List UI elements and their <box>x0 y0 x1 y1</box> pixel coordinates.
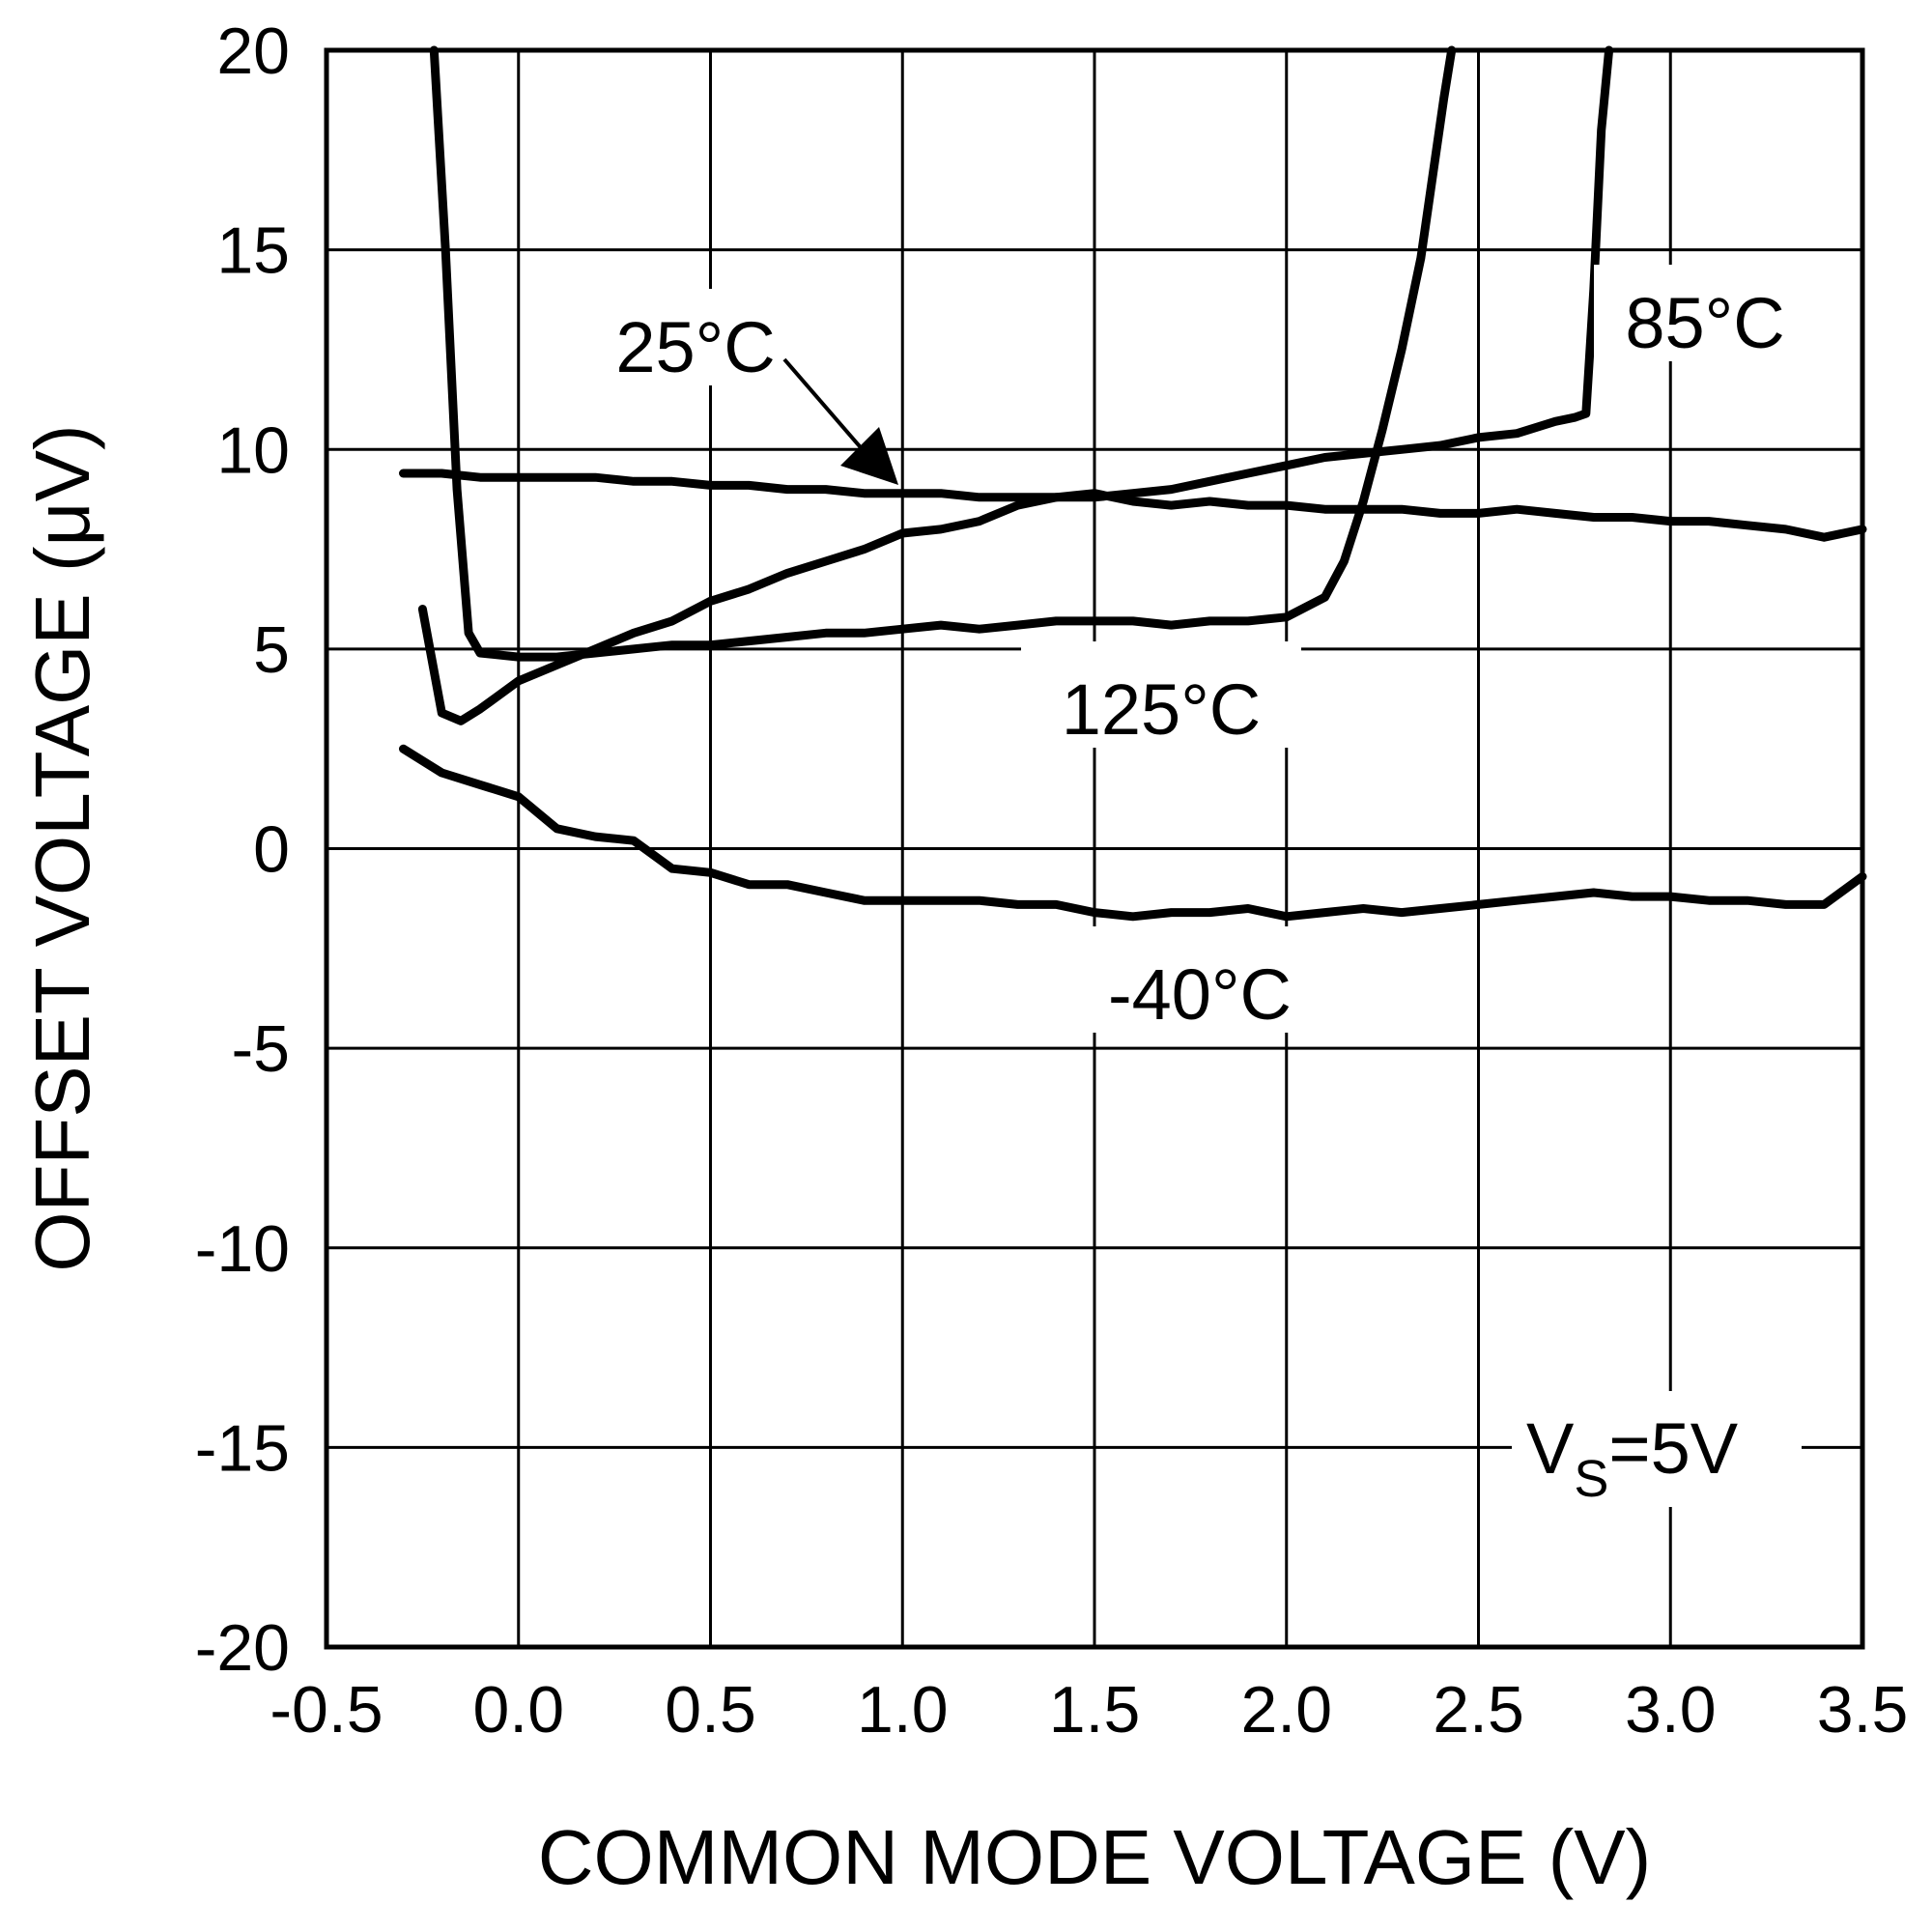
y-tick-labels: 20 15 10 5 0 -5 -10 -15 -20 <box>195 14 290 1685</box>
y-axis-title: OFFSET VOLTAGE (μV) <box>19 424 105 1271</box>
x-axis-title: COMMON MODE VOLTAGE (V) <box>538 1814 1652 1900</box>
arrow-head-25c <box>840 427 898 485</box>
annotation-layer: 25°C 85°C 125°C -40°C VS=5V <box>580 265 1816 1508</box>
x-tick-label-5: 2.0 <box>1240 1673 1332 1747</box>
series-label-t85: 85°C <box>1625 283 1784 363</box>
series-line-t125 <box>429 45 1457 662</box>
series-line-t85 <box>417 45 1614 725</box>
vs-label-bg <box>1512 1391 1802 1507</box>
x-tick-label-8: 3.5 <box>1817 1673 1909 1747</box>
label-bg-t25 <box>580 289 811 385</box>
plot-frame <box>324 47 1865 1650</box>
supply-voltage-label: VS=5V <box>1526 1408 1739 1508</box>
x-tick-label-3: 1.0 <box>857 1673 949 1747</box>
vs-main: V <box>1526 1408 1575 1489</box>
series-label-t25: 25°C <box>615 307 775 387</box>
y-tick-label-0: 20 <box>216 14 290 88</box>
arrow-line-25c <box>782 357 873 462</box>
y-tick-label-7: -15 <box>195 1411 290 1485</box>
label-bg-tm40 <box>1060 926 1340 1033</box>
label-bg-t85 <box>1594 265 1816 361</box>
x-tick-label-7: 3.0 <box>1625 1673 1717 1747</box>
y-tick-label-1: 15 <box>216 214 290 288</box>
x-tick-label-0: -0.5 <box>270 1673 383 1747</box>
x-tick-label-1: 0.0 <box>472 1673 564 1747</box>
y-tick-label-5: -5 <box>232 1012 290 1086</box>
label-bg-t125 <box>1021 641 1301 748</box>
y-tick-label-4: 0 <box>253 813 290 887</box>
y-tick-label-3: 5 <box>253 613 290 687</box>
vs-subscript: S <box>1574 1450 1608 1508</box>
vs-value: =5V <box>1608 1408 1738 1489</box>
y-tick-label-8: -20 <box>195 1611 290 1685</box>
series-label-t125: 125°C <box>1062 669 1262 750</box>
series-line-tm40 <box>399 744 1867 922</box>
series-layer <box>399 45 1867 922</box>
x-tick-label-2: 0.5 <box>665 1673 756 1747</box>
x-tick-labels: -0.5 0.0 0.5 1.0 1.5 2.0 2.5 3.0 3.5 <box>270 1673 1908 1747</box>
series-line-t25 <box>399 469 1867 542</box>
y-tick-label-2: 10 <box>216 413 290 487</box>
x-tick-label-6: 2.5 <box>1433 1673 1524 1747</box>
series-label-tm40: -40°C <box>1108 954 1292 1035</box>
x-tick-label-4: 1.5 <box>1049 1673 1141 1747</box>
y-tick-label-6: -10 <box>195 1212 290 1286</box>
